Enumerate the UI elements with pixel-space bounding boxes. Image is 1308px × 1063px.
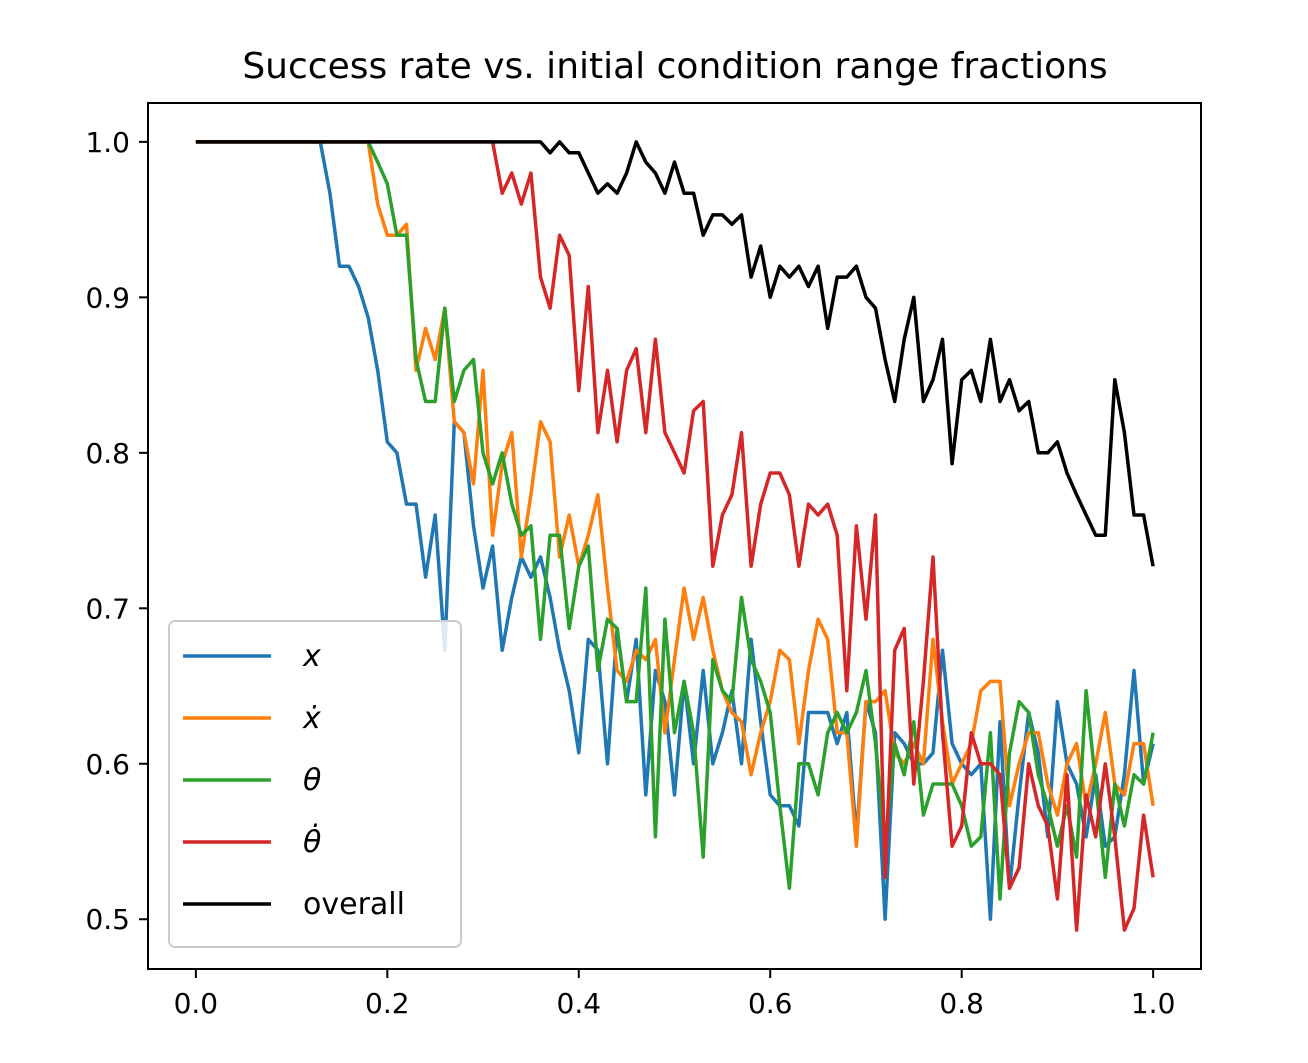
legend-box — [168, 620, 462, 948]
legend: xẋθ θ̇ overall — [168, 620, 462, 948]
y-tick-label: 0.7 — [85, 592, 130, 625]
y-tick-label: 1.0 — [85, 126, 130, 159]
x-tick-label: 0.6 — [748, 987, 793, 1020]
y-tick-label: 0.6 — [85, 748, 130, 781]
x-tick-label: 0.2 — [365, 987, 410, 1020]
legend-label: θ̇ — [303, 823, 321, 860]
x-axis: 0.0 0.2 0.4 0.6 0.8 1.0 — [174, 969, 1176, 1020]
x-tick-label: 0.8 — [939, 987, 984, 1020]
x-tick-label: 0.0 — [174, 987, 219, 1020]
plot-lines — [195, 140, 1155, 932]
legend-label: x — [302, 639, 321, 674]
x-tick-label: 1.0 — [1131, 987, 1176, 1020]
y-tick-label: 0.9 — [85, 281, 130, 314]
legend-label: overall — [303, 887, 405, 922]
series-line-5 — [195, 140, 1155, 567]
series-line-1 — [195, 140, 1155, 921]
chart-title: Success rate vs. initial condition range… — [242, 46, 1107, 87]
y-axis: 0.5 0.6 0.7 0.8 0.9 1.0 — [85, 126, 148, 936]
legend-label: θ — [303, 763, 321, 798]
y-tick-label: 0.8 — [85, 437, 130, 470]
y-tick-label: 0.5 — [85, 903, 130, 936]
plot-frame — [147, 102, 1202, 970]
x-tick-label: 0.4 — [557, 987, 602, 1020]
legend-label: ẋ — [302, 701, 321, 736]
